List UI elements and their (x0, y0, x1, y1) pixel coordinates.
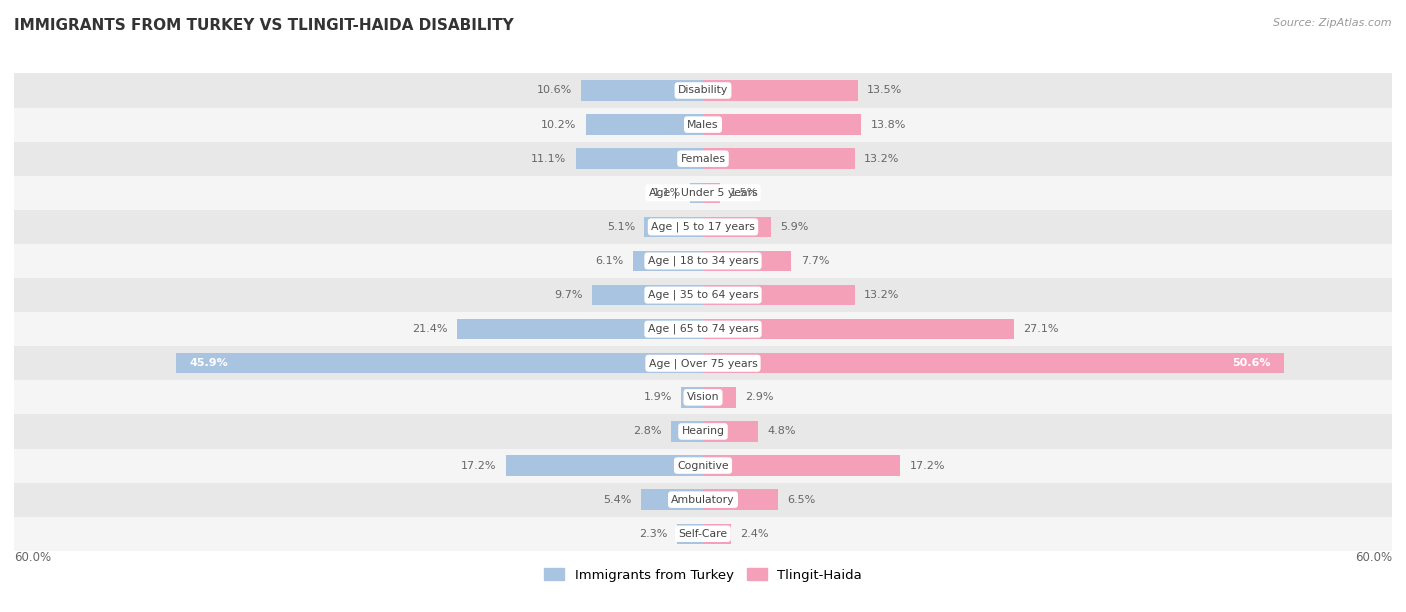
Bar (703, 490, 778, 510)
Bar (633, 251, 703, 271)
Bar (676, 523, 703, 544)
Text: 5.9%: 5.9% (780, 222, 808, 232)
Bar (176, 353, 703, 373)
Text: 2.9%: 2.9% (745, 392, 773, 402)
Text: 4.8%: 4.8% (768, 427, 796, 436)
Text: 17.2%: 17.2% (910, 461, 945, 471)
Text: 9.7%: 9.7% (554, 290, 582, 300)
Bar (703, 251, 792, 271)
Bar (14, 141, 1392, 176)
Bar (14, 210, 1392, 244)
Bar (690, 182, 703, 203)
Bar (575, 149, 703, 169)
Text: Source: ZipAtlas.com: Source: ZipAtlas.com (1274, 18, 1392, 28)
Bar (581, 80, 703, 101)
Text: Hearing: Hearing (682, 427, 724, 436)
Bar (14, 449, 1392, 483)
Bar (14, 483, 1392, 517)
Text: 60.0%: 60.0% (1355, 551, 1392, 564)
Text: 50.6%: 50.6% (1232, 358, 1270, 368)
Bar (703, 387, 737, 408)
Bar (703, 149, 855, 169)
Text: IMMIGRANTS FROM TURKEY VS TLINGIT-HAIDA DISABILITY: IMMIGRANTS FROM TURKEY VS TLINGIT-HAIDA … (14, 18, 513, 34)
Text: 5.1%: 5.1% (607, 222, 636, 232)
Bar (703, 114, 862, 135)
Text: Age | 5 to 17 years: Age | 5 to 17 years (651, 222, 755, 232)
Text: 1.5%: 1.5% (730, 188, 758, 198)
Bar (14, 73, 1392, 108)
Text: 6.5%: 6.5% (787, 494, 815, 505)
Bar (703, 353, 1284, 373)
Bar (14, 176, 1392, 210)
Text: 10.6%: 10.6% (537, 86, 572, 95)
Text: 13.2%: 13.2% (863, 290, 898, 300)
Bar (14, 414, 1392, 449)
Text: 17.2%: 17.2% (461, 461, 496, 471)
Text: 1.1%: 1.1% (652, 188, 681, 198)
Bar (671, 421, 703, 442)
Bar (641, 490, 703, 510)
Bar (14, 108, 1392, 141)
Text: Cognitive: Cognitive (678, 461, 728, 471)
Text: 1.9%: 1.9% (644, 392, 672, 402)
Text: 13.5%: 13.5% (868, 86, 903, 95)
Bar (14, 278, 1392, 312)
Bar (14, 380, 1392, 414)
Text: 5.4%: 5.4% (603, 494, 631, 505)
Text: 60.0%: 60.0% (14, 551, 51, 564)
Text: 11.1%: 11.1% (531, 154, 567, 163)
Text: 27.1%: 27.1% (1024, 324, 1059, 334)
Text: Age | 35 to 64 years: Age | 35 to 64 years (648, 290, 758, 300)
Text: 2.3%: 2.3% (640, 529, 668, 539)
Text: Males: Males (688, 119, 718, 130)
Text: 13.8%: 13.8% (870, 119, 905, 130)
Bar (457, 319, 703, 340)
Text: Disability: Disability (678, 86, 728, 95)
Text: Age | Over 75 years: Age | Over 75 years (648, 358, 758, 368)
Bar (14, 517, 1392, 551)
Text: 2.8%: 2.8% (633, 427, 662, 436)
Text: Age | 18 to 34 years: Age | 18 to 34 years (648, 256, 758, 266)
Bar (592, 285, 703, 305)
Text: Self-Care: Self-Care (679, 529, 727, 539)
Text: 2.4%: 2.4% (740, 529, 768, 539)
Bar (703, 319, 1014, 340)
Text: 10.2%: 10.2% (541, 119, 576, 130)
Text: Vision: Vision (686, 392, 720, 402)
Bar (703, 455, 900, 476)
Bar (703, 80, 858, 101)
Text: 7.7%: 7.7% (800, 256, 830, 266)
Bar (14, 346, 1392, 380)
Legend: Immigrants from Turkey, Tlingit-Haida: Immigrants from Turkey, Tlingit-Haida (538, 563, 868, 587)
Bar (681, 387, 703, 408)
Text: 6.1%: 6.1% (596, 256, 624, 266)
Bar (703, 523, 731, 544)
Bar (644, 217, 703, 237)
Text: Ambulatory: Ambulatory (671, 494, 735, 505)
Text: 13.2%: 13.2% (863, 154, 898, 163)
Bar (14, 312, 1392, 346)
Bar (703, 182, 720, 203)
Text: 21.4%: 21.4% (412, 324, 449, 334)
Bar (586, 114, 703, 135)
Text: Females: Females (681, 154, 725, 163)
Bar (703, 421, 758, 442)
Text: Age | 65 to 74 years: Age | 65 to 74 years (648, 324, 758, 334)
Bar (14, 244, 1392, 278)
Text: Age | Under 5 years: Age | Under 5 years (648, 187, 758, 198)
Bar (506, 455, 703, 476)
Text: 45.9%: 45.9% (190, 358, 229, 368)
Bar (703, 285, 855, 305)
Bar (703, 217, 770, 237)
